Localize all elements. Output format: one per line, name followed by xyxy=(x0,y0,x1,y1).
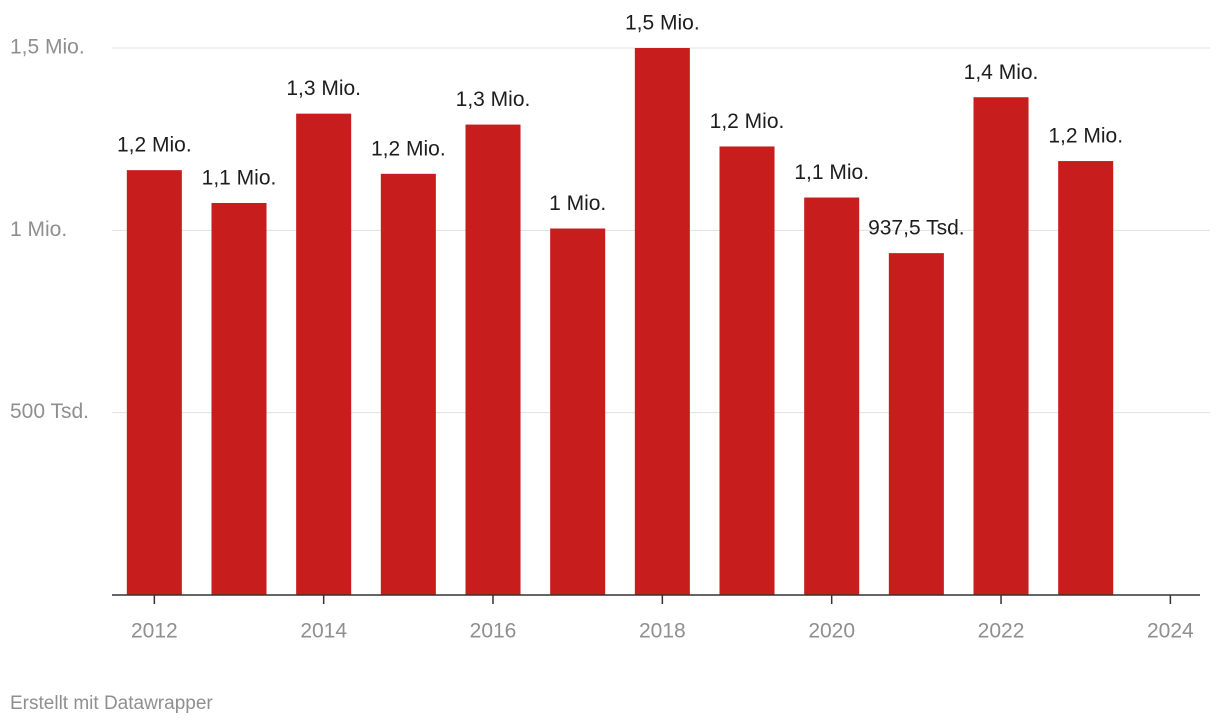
value-label: 1,3 Mio. xyxy=(456,88,531,111)
bar xyxy=(1058,161,1114,595)
y-tick-label: 1 Mio. xyxy=(10,218,67,241)
bar xyxy=(634,48,690,595)
bar xyxy=(888,253,944,595)
value-label: 1,2 Mio. xyxy=(117,134,192,157)
value-label: 1,5 Mio. xyxy=(625,12,700,35)
x-tick-label: 2018 xyxy=(639,620,686,643)
x-tick-label: 2016 xyxy=(470,620,517,643)
value-label: 1,1 Mio. xyxy=(202,167,277,190)
y-tick-label: 1,5 Mio. xyxy=(10,36,85,59)
value-label: 1 Mio. xyxy=(549,192,606,215)
x-tick-label: 2022 xyxy=(978,620,1025,643)
bar xyxy=(973,97,1029,595)
x-tick-label: 2014 xyxy=(300,620,347,643)
bar xyxy=(804,197,860,595)
value-label: 1,2 Mio. xyxy=(371,137,446,160)
bar xyxy=(719,146,775,595)
bar xyxy=(296,113,352,595)
x-tick-label: 2020 xyxy=(808,620,855,643)
value-label: 1,2 Mio. xyxy=(710,110,785,133)
y-tick-label: 500 Tsd. xyxy=(10,400,89,423)
bar xyxy=(380,173,436,595)
value-label: 1,2 Mio. xyxy=(1048,125,1123,148)
bar xyxy=(126,170,182,595)
value-label: 937,5 Tsd. xyxy=(868,217,965,240)
x-tick-label: 2012 xyxy=(131,620,178,643)
credit: Erstellt mit Datawrapper xyxy=(10,693,213,714)
bar xyxy=(211,202,267,595)
value-label: 1,4 Mio. xyxy=(964,61,1039,84)
bar xyxy=(550,228,606,595)
bar xyxy=(465,124,521,595)
value-label: 1,1 Mio. xyxy=(794,161,869,184)
x-tick-label: 2024 xyxy=(1147,620,1194,643)
value-label: 1,3 Mio. xyxy=(286,77,361,100)
